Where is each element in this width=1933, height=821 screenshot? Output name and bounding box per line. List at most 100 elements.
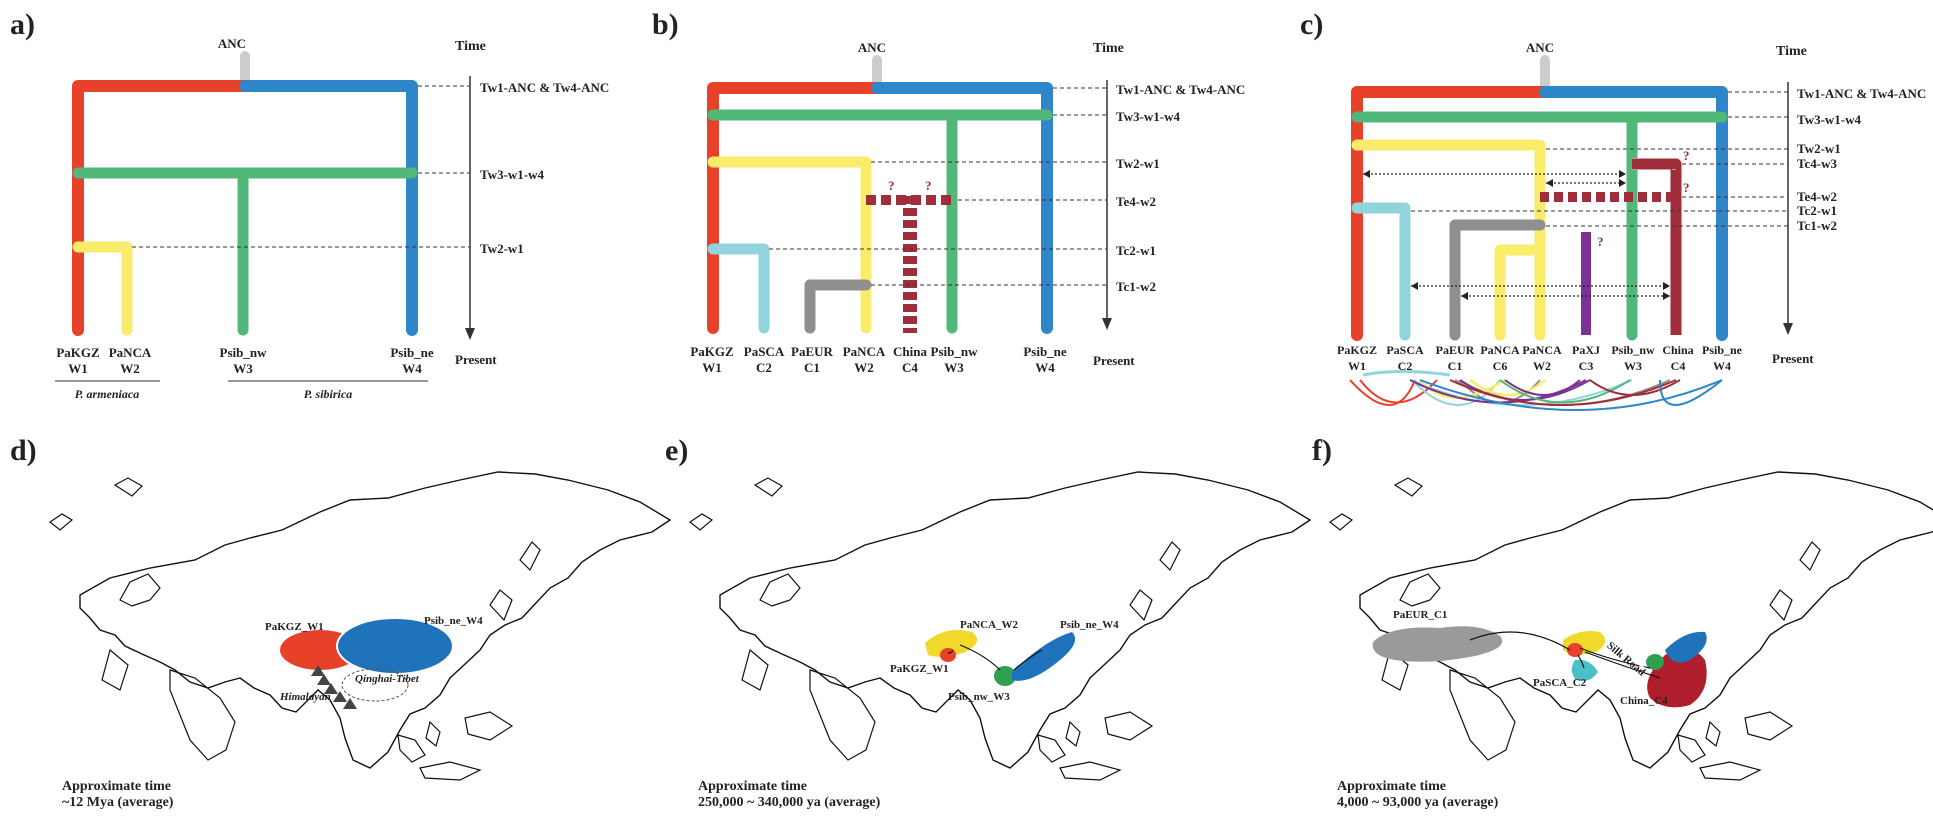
time-label: Tw3-w1-w4 bbox=[480, 167, 545, 182]
time-note-value: ~12 Mya (average) bbox=[62, 795, 174, 810]
time-note-title: Approximate time bbox=[698, 779, 807, 794]
time-label: Tw3-w1-w4 bbox=[1116, 109, 1181, 124]
panel-b: b) ANC Time ? ? Tw1-ANC & Tw4-ANC Tw3-w1… bbox=[652, 8, 1245, 375]
question-mark: ? bbox=[1683, 148, 1690, 163]
branch-w4 bbox=[871, 82, 1053, 334]
map-label: PaKGZ_W1 bbox=[265, 621, 324, 633]
time-label: Tw2-w1 bbox=[1116, 156, 1160, 171]
map-label: Himalayan bbox=[279, 691, 331, 703]
tip-code: C1 bbox=[804, 360, 820, 375]
time-header: Time bbox=[1093, 41, 1124, 56]
tip-name: Psib_nw bbox=[220, 345, 268, 360]
tip-code: W1 bbox=[1348, 359, 1366, 373]
time-note-value: 250,000 ~ 340,000 ya (average) bbox=[698, 795, 881, 810]
region-c2 bbox=[1571, 659, 1598, 681]
tip-name: PaEUR bbox=[791, 344, 834, 359]
region-w4 bbox=[336, 617, 454, 675]
species-label: P. sibirica bbox=[304, 387, 352, 401]
panel-c: c) ANC Time ? ? ? bbox=[1300, 8, 1926, 411]
panel-f: f) PaEUR_C1 PaSCA_C2 China_C4 Silk Road … bbox=[1312, 434, 1933, 810]
branch-c4 bbox=[1632, 158, 1682, 335]
tip-code: W3 bbox=[1624, 359, 1642, 373]
panel-f-label: f) bbox=[1312, 434, 1332, 467]
tip-code: C1 bbox=[1448, 359, 1463, 373]
time-label: Tw3-w1-w4 bbox=[1797, 112, 1862, 127]
panel-a: a) ANC Time Tw1-ANC & Tw4-ANC Tw3-w1-w4 … bbox=[10, 8, 609, 401]
tip-name: PaNCA bbox=[1480, 343, 1520, 357]
tip-code: W3 bbox=[944, 360, 964, 375]
tip-code: W2 bbox=[854, 360, 874, 375]
tip-code: W4 bbox=[1713, 359, 1731, 373]
branch-w3 bbox=[707, 109, 1053, 334]
gene-flow-arcs bbox=[1349, 370, 1723, 411]
region-w2 bbox=[925, 630, 978, 657]
time-label: Te4-w2 bbox=[1797, 189, 1837, 204]
time-note-title: Approximate time bbox=[1337, 779, 1446, 794]
branch-c1 bbox=[804, 279, 872, 334]
time-note-title: Approximate time bbox=[62, 779, 171, 794]
tip-code: C6 bbox=[1493, 359, 1508, 373]
panel-d-label: d) bbox=[10, 434, 37, 467]
time-label: Tc1-w2 bbox=[1797, 218, 1837, 233]
tip-name: Psib_ne bbox=[1023, 344, 1067, 359]
present-label: Present bbox=[455, 352, 497, 367]
tip-name: Psib_ne bbox=[390, 345, 434, 360]
map-label: PaEUR_C1 bbox=[1393, 609, 1447, 621]
time-label: Tc4-w3 bbox=[1797, 156, 1837, 171]
branch-w1 bbox=[1351, 86, 1551, 341]
map-label: Psib_nw_W3 bbox=[948, 691, 1010, 703]
region-c1 bbox=[1372, 626, 1503, 662]
tip-name: PaKGZ bbox=[56, 345, 100, 360]
region-w1 bbox=[940, 648, 956, 662]
tip-code: W2 bbox=[120, 361, 140, 376]
map-label: China_C4 bbox=[1620, 695, 1668, 707]
time-header: Time bbox=[1776, 44, 1807, 59]
time-label: Tw1-ANC & Tw4-ANC bbox=[480, 80, 609, 95]
time-label: Tc1-w2 bbox=[1116, 279, 1156, 294]
panel-c-label: c) bbox=[1300, 8, 1323, 41]
plateau-outline bbox=[341, 668, 409, 702]
region-w1 bbox=[1567, 643, 1583, 657]
branch-w2 bbox=[707, 156, 872, 334]
map-label: PaSCA_C2 bbox=[1533, 677, 1587, 689]
species-label: P. armeniaca bbox=[75, 387, 139, 401]
time-label: Tw1-ANC & Tw4-ANC bbox=[1797, 86, 1926, 101]
region-w4 bbox=[1012, 632, 1076, 681]
question-mark: ? bbox=[925, 178, 932, 193]
tip-name: PaKGZ bbox=[690, 344, 734, 359]
tip-name: China bbox=[1662, 343, 1693, 357]
branch-w2 bbox=[72, 241, 133, 336]
tip-name: PaSCA bbox=[1386, 343, 1424, 357]
branch-w2 bbox=[1351, 139, 1546, 341]
tip-name: PaKGZ bbox=[1337, 343, 1377, 357]
map-outline bbox=[1329, 471, 1933, 781]
tip-code: C4 bbox=[1671, 359, 1686, 373]
map-label: Psib_ne_W4 bbox=[424, 615, 483, 627]
question-mark: ? bbox=[888, 178, 895, 193]
tip-name: PaSCA bbox=[744, 344, 785, 359]
panel-d: d) PaKGZ_W1 Psib_ne_W4 Himalayan Qinghai… bbox=[10, 434, 671, 810]
time-label: Tc2-w1 bbox=[1116, 243, 1156, 258]
tip-code: W4 bbox=[402, 361, 422, 376]
branch-w4 bbox=[1539, 86, 1728, 341]
tip-code: W3 bbox=[233, 361, 253, 376]
present-label: Present bbox=[1093, 353, 1135, 368]
panel-e: e) PaNCA_W2 Psib_ne_W4 PaKGZ_W1 Psib_nw_… bbox=[665, 434, 1311, 810]
map-label: PaKGZ_W1 bbox=[890, 663, 949, 675]
time-label: Tw2-w1 bbox=[480, 241, 524, 256]
time-label: Tw1-ANC & Tw4-ANC bbox=[1116, 82, 1245, 97]
branch-c2 bbox=[707, 243, 770, 334]
tip-code: W2 bbox=[1533, 359, 1551, 373]
question-mark: ? bbox=[1683, 180, 1690, 195]
tip-code: W1 bbox=[702, 360, 722, 375]
tip-name: China bbox=[893, 344, 927, 359]
branch-c6 bbox=[1494, 244, 1546, 341]
tip-code: C3 bbox=[1579, 359, 1594, 373]
tip-code: C2 bbox=[1398, 359, 1413, 373]
panel-e-label: e) bbox=[665, 434, 688, 467]
time-header: Time bbox=[455, 39, 486, 54]
tip-code: W1 bbox=[68, 361, 88, 376]
branch-w4 bbox=[239, 80, 418, 336]
tip-code: C2 bbox=[756, 360, 772, 375]
